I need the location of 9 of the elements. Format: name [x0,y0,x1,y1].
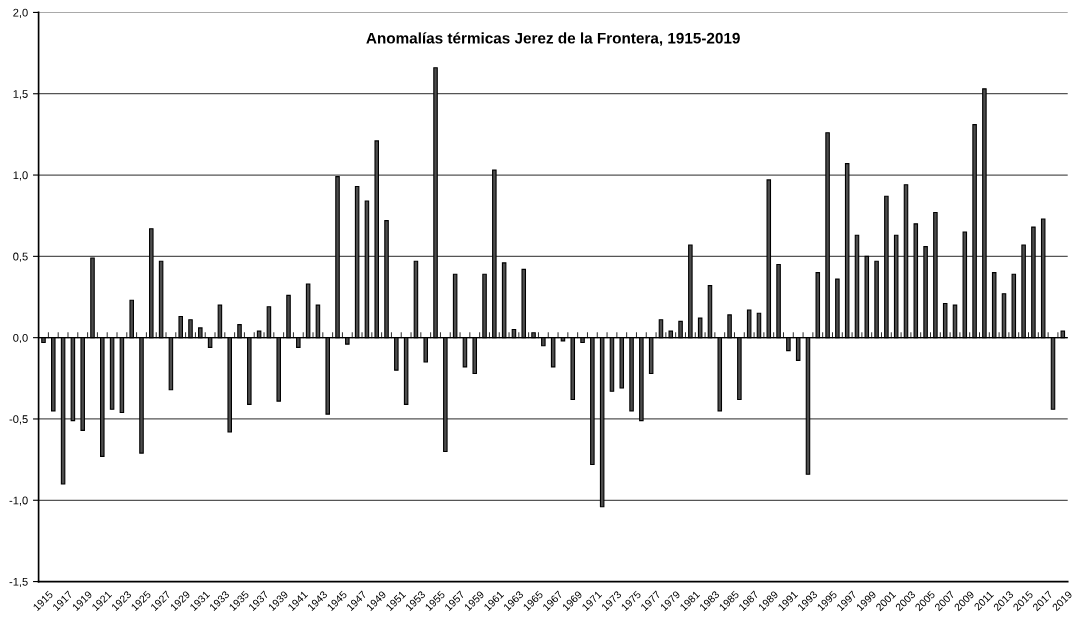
y-tick-label: 2,0 [13,8,28,18]
y-tick-label: 0,0 [13,333,28,344]
y-tick-label: 0,5 [13,252,28,262]
y-tick-label: 1,5 [13,90,28,100]
y-tick-label: -1,5 [9,577,28,588]
y-tick-label: 1,0 [13,171,28,181]
y-tick-label: -1,0 [9,496,28,506]
text: Anomalías térmicas Jerez de la Frontera, 1915-2019 [366,32,740,46]
y-tick-label: -0,5 [9,415,28,425]
